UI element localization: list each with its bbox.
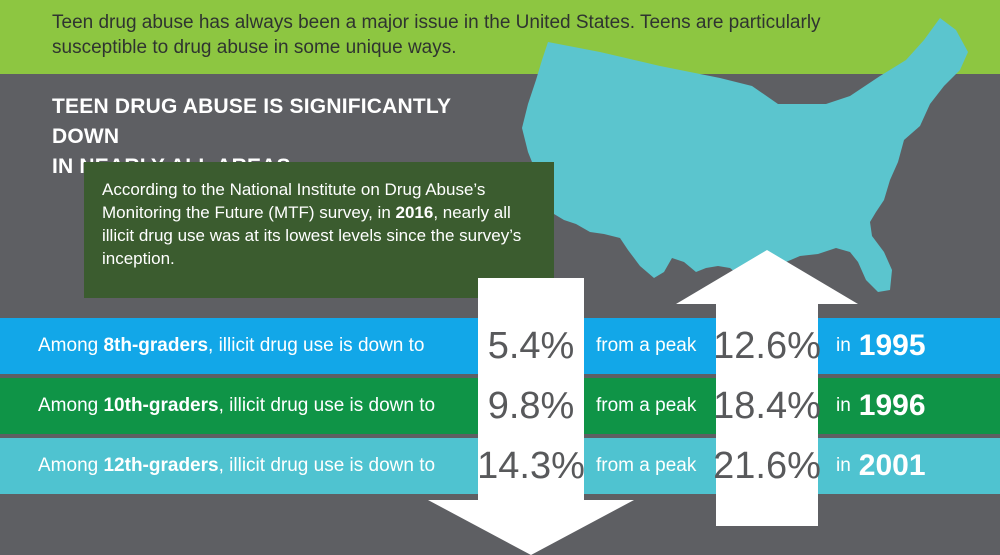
row-prefix: Among	[38, 335, 99, 356]
row-lead-text: Among 8th-graders, illicit drug use is d…	[38, 318, 470, 374]
row-suffix: , illicit drug use is down to	[218, 395, 436, 416]
intro-banner: Teen drug abuse has always been a major …	[0, 0, 1000, 74]
row-suffix: , illicit drug use is down to	[218, 455, 436, 476]
peak-label: from a peak	[596, 455, 697, 476]
up-arrow-icon	[676, 250, 858, 526]
info-text-part-1: According to the National Institute on D…	[102, 180, 486, 222]
row-prefix: Among	[38, 395, 99, 416]
row-grade: 10th-graders	[103, 395, 219, 416]
row-lead-text: Among 10th-graders, illicit drug use is …	[38, 378, 470, 434]
peak-rate: 21.6%	[713, 444, 821, 487]
heading-line-1: TEEN DRUG ABUSE IS SIGNIFICANTLY DOWN	[52, 95, 451, 148]
year-value: 1995	[858, 329, 926, 362]
row-grade: 8th-graders	[103, 335, 209, 356]
year-value: 2001	[858, 449, 926, 482]
current-rate: 5.4%	[487, 324, 575, 367]
info-year: 2016	[395, 203, 434, 222]
peak-year: in 1996	[836, 378, 986, 434]
peak-rate: 12.6%	[713, 324, 821, 367]
current-rate: 9.8%	[487, 384, 575, 427]
row-grade: 12th-graders	[103, 455, 219, 476]
in-label: in	[836, 455, 851, 476]
intro-text: Teen drug abuse has always been a major …	[52, 12, 821, 58]
info-box: According to the National Institute on D…	[84, 162, 554, 298]
info-text-part-2: , nearly all illicit drug use was at its…	[102, 203, 522, 268]
peak-rate: 18.4%	[713, 384, 821, 427]
peak-label: from a peak	[596, 395, 697, 416]
year-value: 1996	[858, 389, 926, 422]
peak-year: in 1995	[836, 318, 986, 374]
in-label: in	[836, 335, 851, 356]
info-text: According to the National Institute on D…	[102, 178, 542, 270]
in-label: in	[836, 395, 851, 416]
row-prefix: Among	[38, 455, 99, 476]
row-suffix: , illicit drug use is down to	[208, 335, 425, 356]
peak-year: in 2001	[836, 438, 986, 494]
row-lead-text: Among 12th-graders, illicit drug use is …	[38, 438, 470, 494]
peak-label: from a peak	[596, 335, 697, 356]
down-arrow-icon	[428, 278, 634, 555]
current-rate: 14.3%	[477, 444, 585, 487]
